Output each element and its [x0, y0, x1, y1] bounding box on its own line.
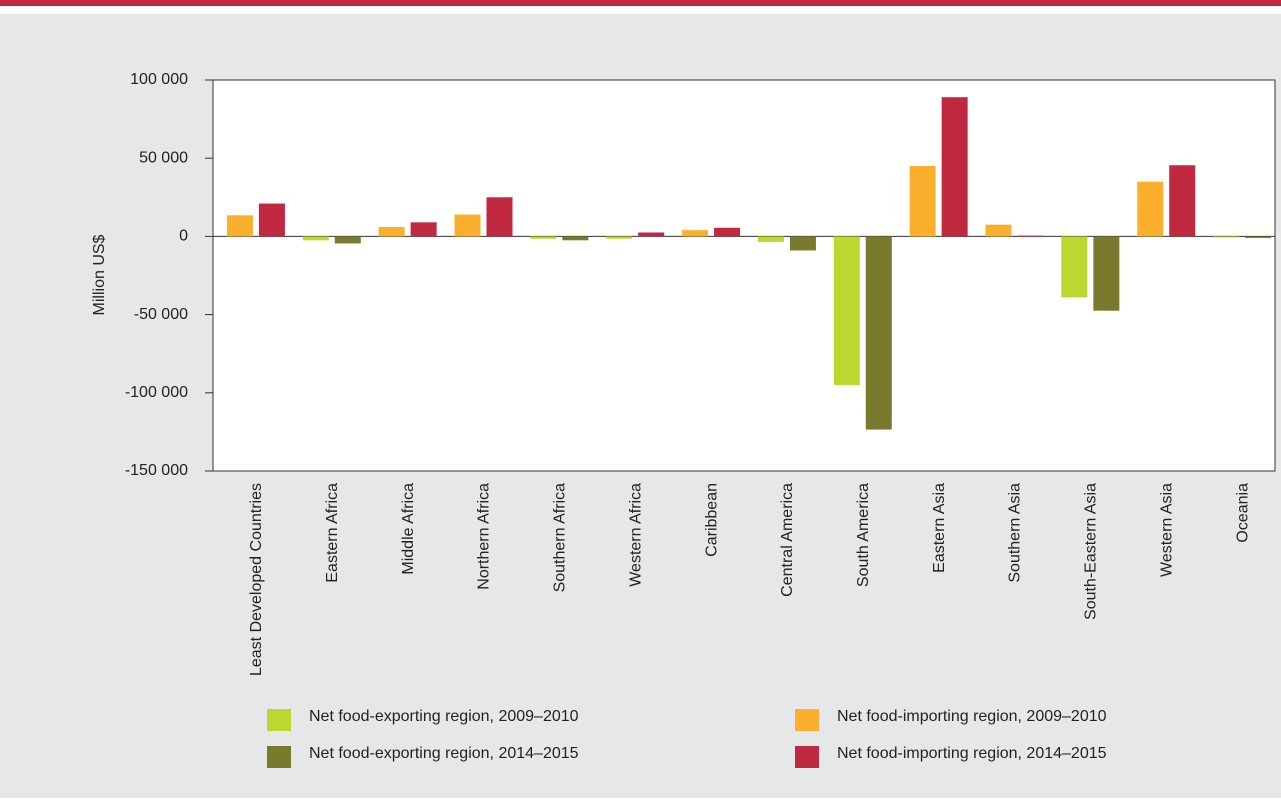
bar — [682, 230, 709, 237]
bar — [909, 166, 936, 237]
bar — [1169, 165, 1196, 237]
x-tick-label: Caribbean — [703, 483, 720, 557]
bar — [1213, 236, 1240, 238]
bar — [258, 203, 285, 237]
bar — [833, 236, 860, 385]
legend-swatch — [267, 709, 291, 731]
x-tick-label: Eastern Asia — [931, 483, 948, 573]
bar — [941, 97, 968, 237]
legend-label: Net food-exporting region, 2014–2015 — [309, 745, 579, 762]
top-band — [0, 0, 1281, 6]
y-tick-label: 100 000 — [130, 71, 188, 88]
legend-label: Net food-importing region, 2009–2010 — [837, 708, 1107, 725]
x-tick-label: Southern Asia — [1007, 483, 1024, 583]
bar — [606, 236, 633, 239]
y-axis-label: Million US$ — [91, 234, 108, 315]
x-tick-label: Southern Africa — [552, 483, 569, 593]
legend-label: Net food-importing region, 2014–2015 — [837, 745, 1107, 762]
x-tick-label: Northern Africa — [476, 483, 493, 590]
bar — [1061, 236, 1088, 298]
bar — [757, 236, 784, 242]
x-tick-label: Middle Africa — [400, 483, 417, 575]
bar — [562, 236, 589, 241]
bar — [378, 227, 405, 237]
bar — [638, 232, 665, 237]
y-tick-label: 50 000 — [139, 149, 188, 166]
x-tick-label: Oceania — [1234, 483, 1251, 543]
x-tick-label: South America — [855, 483, 872, 587]
bar — [530, 236, 557, 239]
bar — [454, 214, 481, 237]
bar — [1137, 181, 1164, 237]
bar — [865, 236, 892, 430]
bar — [1093, 236, 1120, 311]
bar — [789, 236, 816, 251]
x-tick-label: Least Developed Countries — [248, 483, 265, 676]
y-tick-label: -150 000 — [125, 462, 188, 479]
bar — [302, 236, 329, 241]
y-tick-label: -50 000 — [134, 306, 188, 323]
bar — [410, 222, 437, 237]
bar — [1245, 236, 1272, 238]
legend-swatch — [795, 746, 819, 768]
bar — [985, 224, 1012, 237]
x-tick-label: Eastern Africa — [324, 483, 341, 583]
x-tick-label: Western Africa — [627, 483, 644, 587]
x-tick-label: Central America — [779, 483, 796, 597]
legend-swatch — [267, 746, 291, 768]
legend-label: Net food-exporting region, 2009–2010 — [309, 708, 579, 725]
bar — [714, 227, 741, 237]
legend-swatch — [795, 709, 819, 731]
x-tick-label: South-Eastern Asia — [1083, 483, 1100, 620]
x-tick-label: Western Asia — [1158, 483, 1175, 577]
y-tick-label: 0 — [179, 228, 188, 245]
bar — [226, 215, 253, 237]
bar — [486, 197, 513, 237]
bar — [334, 236, 361, 244]
y-tick-label: -100 000 — [125, 384, 188, 401]
bar — [1017, 235, 1044, 237]
